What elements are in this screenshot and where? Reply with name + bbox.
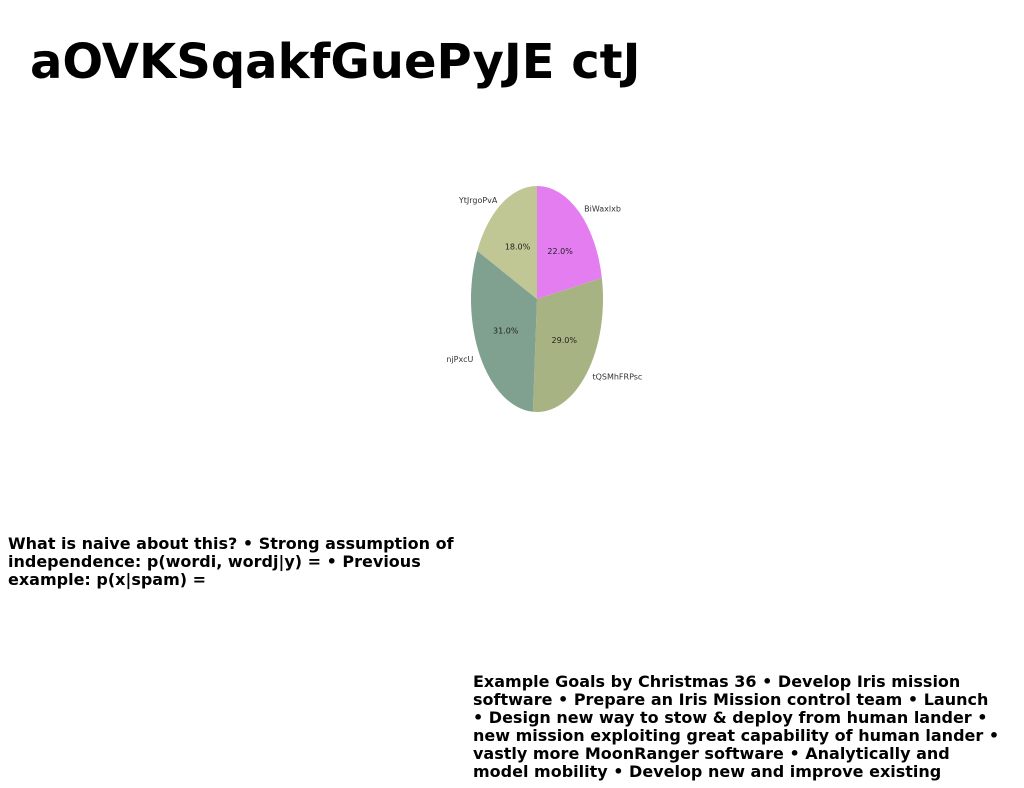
pie-percent-label: 31.0% <box>493 327 519 336</box>
pie-category-label: njPxcU <box>446 355 473 364</box>
pie-category-label: BiWaxlxb <box>584 204 621 213</box>
pie-slice-YtJrgoPvA <box>477 186 537 299</box>
text-block-goals: Example Goals by Christmas 36 • Develop … <box>473 672 1000 781</box>
pie-percent-label: 29.0% <box>552 336 578 345</box>
pie-category-label: YtJrgoPvA <box>458 196 498 205</box>
pie-slice-BiWaxlxb <box>537 186 602 299</box>
pie-slice-tQSMhFRPsc <box>532 277 603 412</box>
page-title: aOVKSqakfGuePyJE ctJ <box>30 34 641 90</box>
pie-chart: 22.0% BiWaxlxb 29.0% tQSMhFRPsc 31.0% njPxcU 1… <box>430 170 650 430</box>
pie-percent-label: 18.0% <box>505 243 531 252</box>
pie-chart-svg: 22.0% BiWaxlxb 29.0% tQSMhFRPsc 31.0% njPxcU 1… <box>446 186 642 412</box>
pie-slice-njPxcU <box>471 250 537 412</box>
text-block-naive-bayes: What is naive about this? • Strong assum… <box>8 534 454 589</box>
pie-percent-label: 22.0% <box>547 247 573 256</box>
pie-category-label: tQSMhFRPsc <box>592 373 642 382</box>
